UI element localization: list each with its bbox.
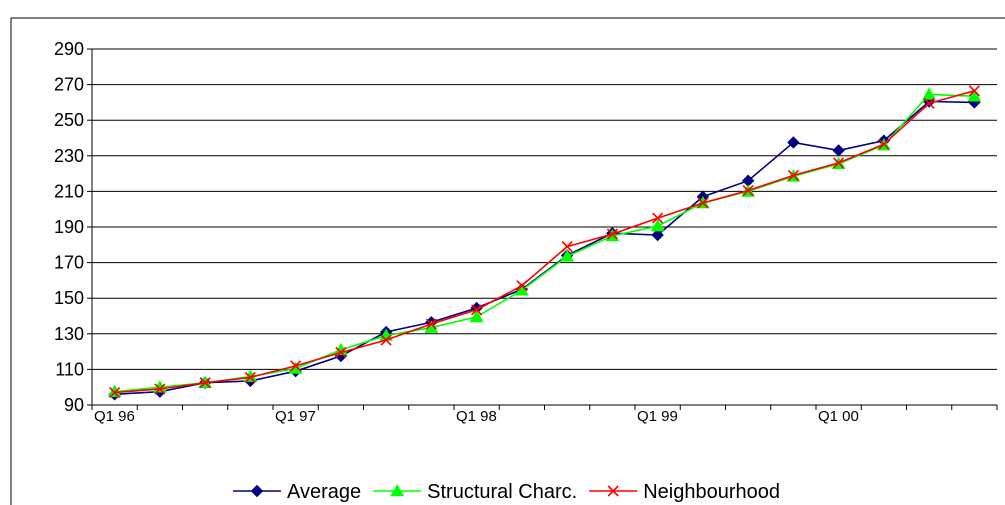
y-tick-label: 250 bbox=[54, 110, 84, 130]
y-tick-label: 270 bbox=[54, 75, 84, 95]
legend-label: Structural Charc. bbox=[427, 481, 577, 503]
data-point bbox=[560, 249, 574, 262]
legend-label: Average bbox=[287, 481, 361, 503]
data-point bbox=[967, 89, 982, 102]
data-point bbox=[561, 241, 573, 253]
data-point bbox=[335, 346, 347, 359]
data-point bbox=[968, 85, 980, 97]
data-point bbox=[922, 87, 936, 100]
y-tick-label: 230 bbox=[54, 146, 84, 166]
legend-item: Structural Charc. bbox=[373, 481, 577, 503]
data-point bbox=[425, 318, 437, 330]
y-tick-label: 130 bbox=[54, 324, 84, 344]
x-axis: Q1 96 Q1 97 Q1 98 Q1 99 Q1 00 bbox=[91, 404, 998, 425]
data-point bbox=[651, 228, 664, 242]
series-line bbox=[114, 90, 975, 394]
data-point bbox=[650, 219, 665, 232]
y-tick-label: 290 bbox=[54, 39, 84, 59]
legend-label: Neighbourhood bbox=[643, 481, 780, 503]
x-tick-label: Q1 00 bbox=[818, 408, 859, 425]
data-point bbox=[107, 384, 122, 397]
data-point bbox=[606, 228, 618, 240]
data-point bbox=[787, 169, 799, 181]
data-point bbox=[923, 97, 935, 109]
data-point bbox=[742, 184, 754, 197]
legend: Average Structural Charc. Neighbourhood bbox=[233, 481, 780, 503]
data-point bbox=[878, 138, 890, 150]
data-point bbox=[652, 212, 664, 224]
series-group bbox=[107, 85, 982, 401]
data-point bbox=[469, 309, 484, 323]
y-tick-label: 110 bbox=[55, 359, 84, 379]
legend-marker bbox=[607, 485, 619, 497]
x-tick-label: Q1 97 bbox=[275, 408, 316, 425]
x-tick-label: Q1 98 bbox=[456, 408, 497, 425]
data-point bbox=[832, 144, 845, 157]
y-tick-label: 190 bbox=[54, 217, 84, 237]
legend-item: Neighbourhood bbox=[589, 481, 780, 503]
legend-marker bbox=[250, 484, 264, 498]
data-point bbox=[787, 136, 800, 149]
data-point bbox=[833, 157, 845, 169]
y-tick-label: 150 bbox=[54, 288, 84, 308]
data-point bbox=[244, 371, 256, 383]
legend-marker bbox=[390, 483, 404, 497]
y-axis: 90 110 130 150 170 190 210 230 250 270 290 bbox=[54, 39, 93, 415]
data-point bbox=[154, 383, 166, 395]
data-point bbox=[109, 386, 121, 399]
data-point bbox=[290, 360, 302, 372]
data-point bbox=[199, 377, 211, 389]
legend-item: Average bbox=[233, 481, 361, 503]
y-tick-label: 210 bbox=[54, 181, 84, 201]
data-point bbox=[380, 334, 392, 346]
data-point bbox=[697, 197, 709, 209]
y-tick-label: 170 bbox=[54, 253, 84, 273]
x-tick-label: Q1 96 bbox=[94, 408, 135, 425]
data-point bbox=[471, 304, 483, 316]
series-2 bbox=[109, 85, 980, 399]
y-tick-label: 90 bbox=[64, 395, 84, 415]
data-point bbox=[516, 280, 528, 292]
x-tick-label: Q1 99 bbox=[637, 408, 678, 425]
